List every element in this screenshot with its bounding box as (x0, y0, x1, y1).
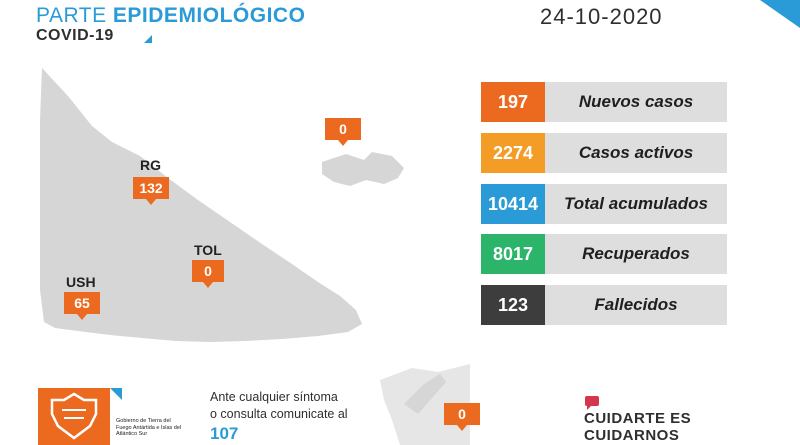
marker-ush: 65 (64, 292, 100, 320)
stat-label: Casos activos (545, 133, 727, 173)
stat-label: Total acumulados (545, 184, 727, 224)
report-title-bold: EPIDEMIOLÓGICO (112, 4, 306, 27)
decor-triangle-small (144, 35, 152, 43)
report-title-light: PARTE (36, 4, 113, 27)
stat-label: Recuperados (545, 234, 727, 274)
stat-row-fallecidos: 123 Fallecidos (481, 285, 727, 325)
government-emblem-icon (50, 392, 98, 440)
marker-label-rg: RG (140, 157, 161, 173)
marker-malvinas: 0 (325, 118, 361, 146)
report-date: 24-10-2020 (540, 4, 663, 29)
stat-value: 2274 (481, 133, 553, 173)
marker-label-ush: USH (66, 274, 96, 290)
phone-number: 107 (210, 424, 239, 443)
marker-tol: 0 (192, 260, 224, 288)
stat-value: 197 (481, 82, 553, 122)
map-malvinas (322, 152, 404, 186)
slogan-line1: CUIDARTE ES (584, 410, 692, 427)
stat-value: 8017 (481, 234, 553, 274)
consult-text-line2: o consulta comunicate al (210, 407, 348, 421)
marker-antartida: 0 (444, 403, 480, 431)
slogan-line2: CUIDARNOS (584, 427, 680, 444)
report-subtitle: COVID-19 (36, 27, 114, 44)
stat-value: 123 (481, 285, 553, 325)
stat-label: Nuevos casos (545, 82, 727, 122)
map-main-island (40, 68, 362, 342)
decor-triangle-logo (110, 388, 122, 400)
map-antartida-peninsula (404, 374, 446, 414)
stat-row-recuperados: 8017 Recuperados (481, 234, 727, 274)
stat-row-activos: 2274 Casos activos (481, 133, 727, 173)
report-title: PARTE EPIDEMIOLÓGICO (36, 4, 305, 28)
government-name: Gobierno de Tierra del Fuego Antártida e… (116, 418, 182, 437)
government-logo (38, 388, 110, 445)
heart-chat-icon (585, 396, 599, 410)
marker-rg: 132 (133, 177, 169, 205)
stat-row-nuevos: 197 Nuevos casos (481, 82, 727, 122)
consult-text-line1: Ante cualquier síntoma (210, 390, 338, 404)
decor-corner-triangle (760, 0, 800, 28)
stat-label: Fallecidos (545, 285, 727, 325)
marker-label-tol: TOL (194, 242, 222, 258)
stat-value: 10414 (481, 184, 553, 224)
stat-row-total: 10414 Total acumulados (481, 184, 727, 224)
